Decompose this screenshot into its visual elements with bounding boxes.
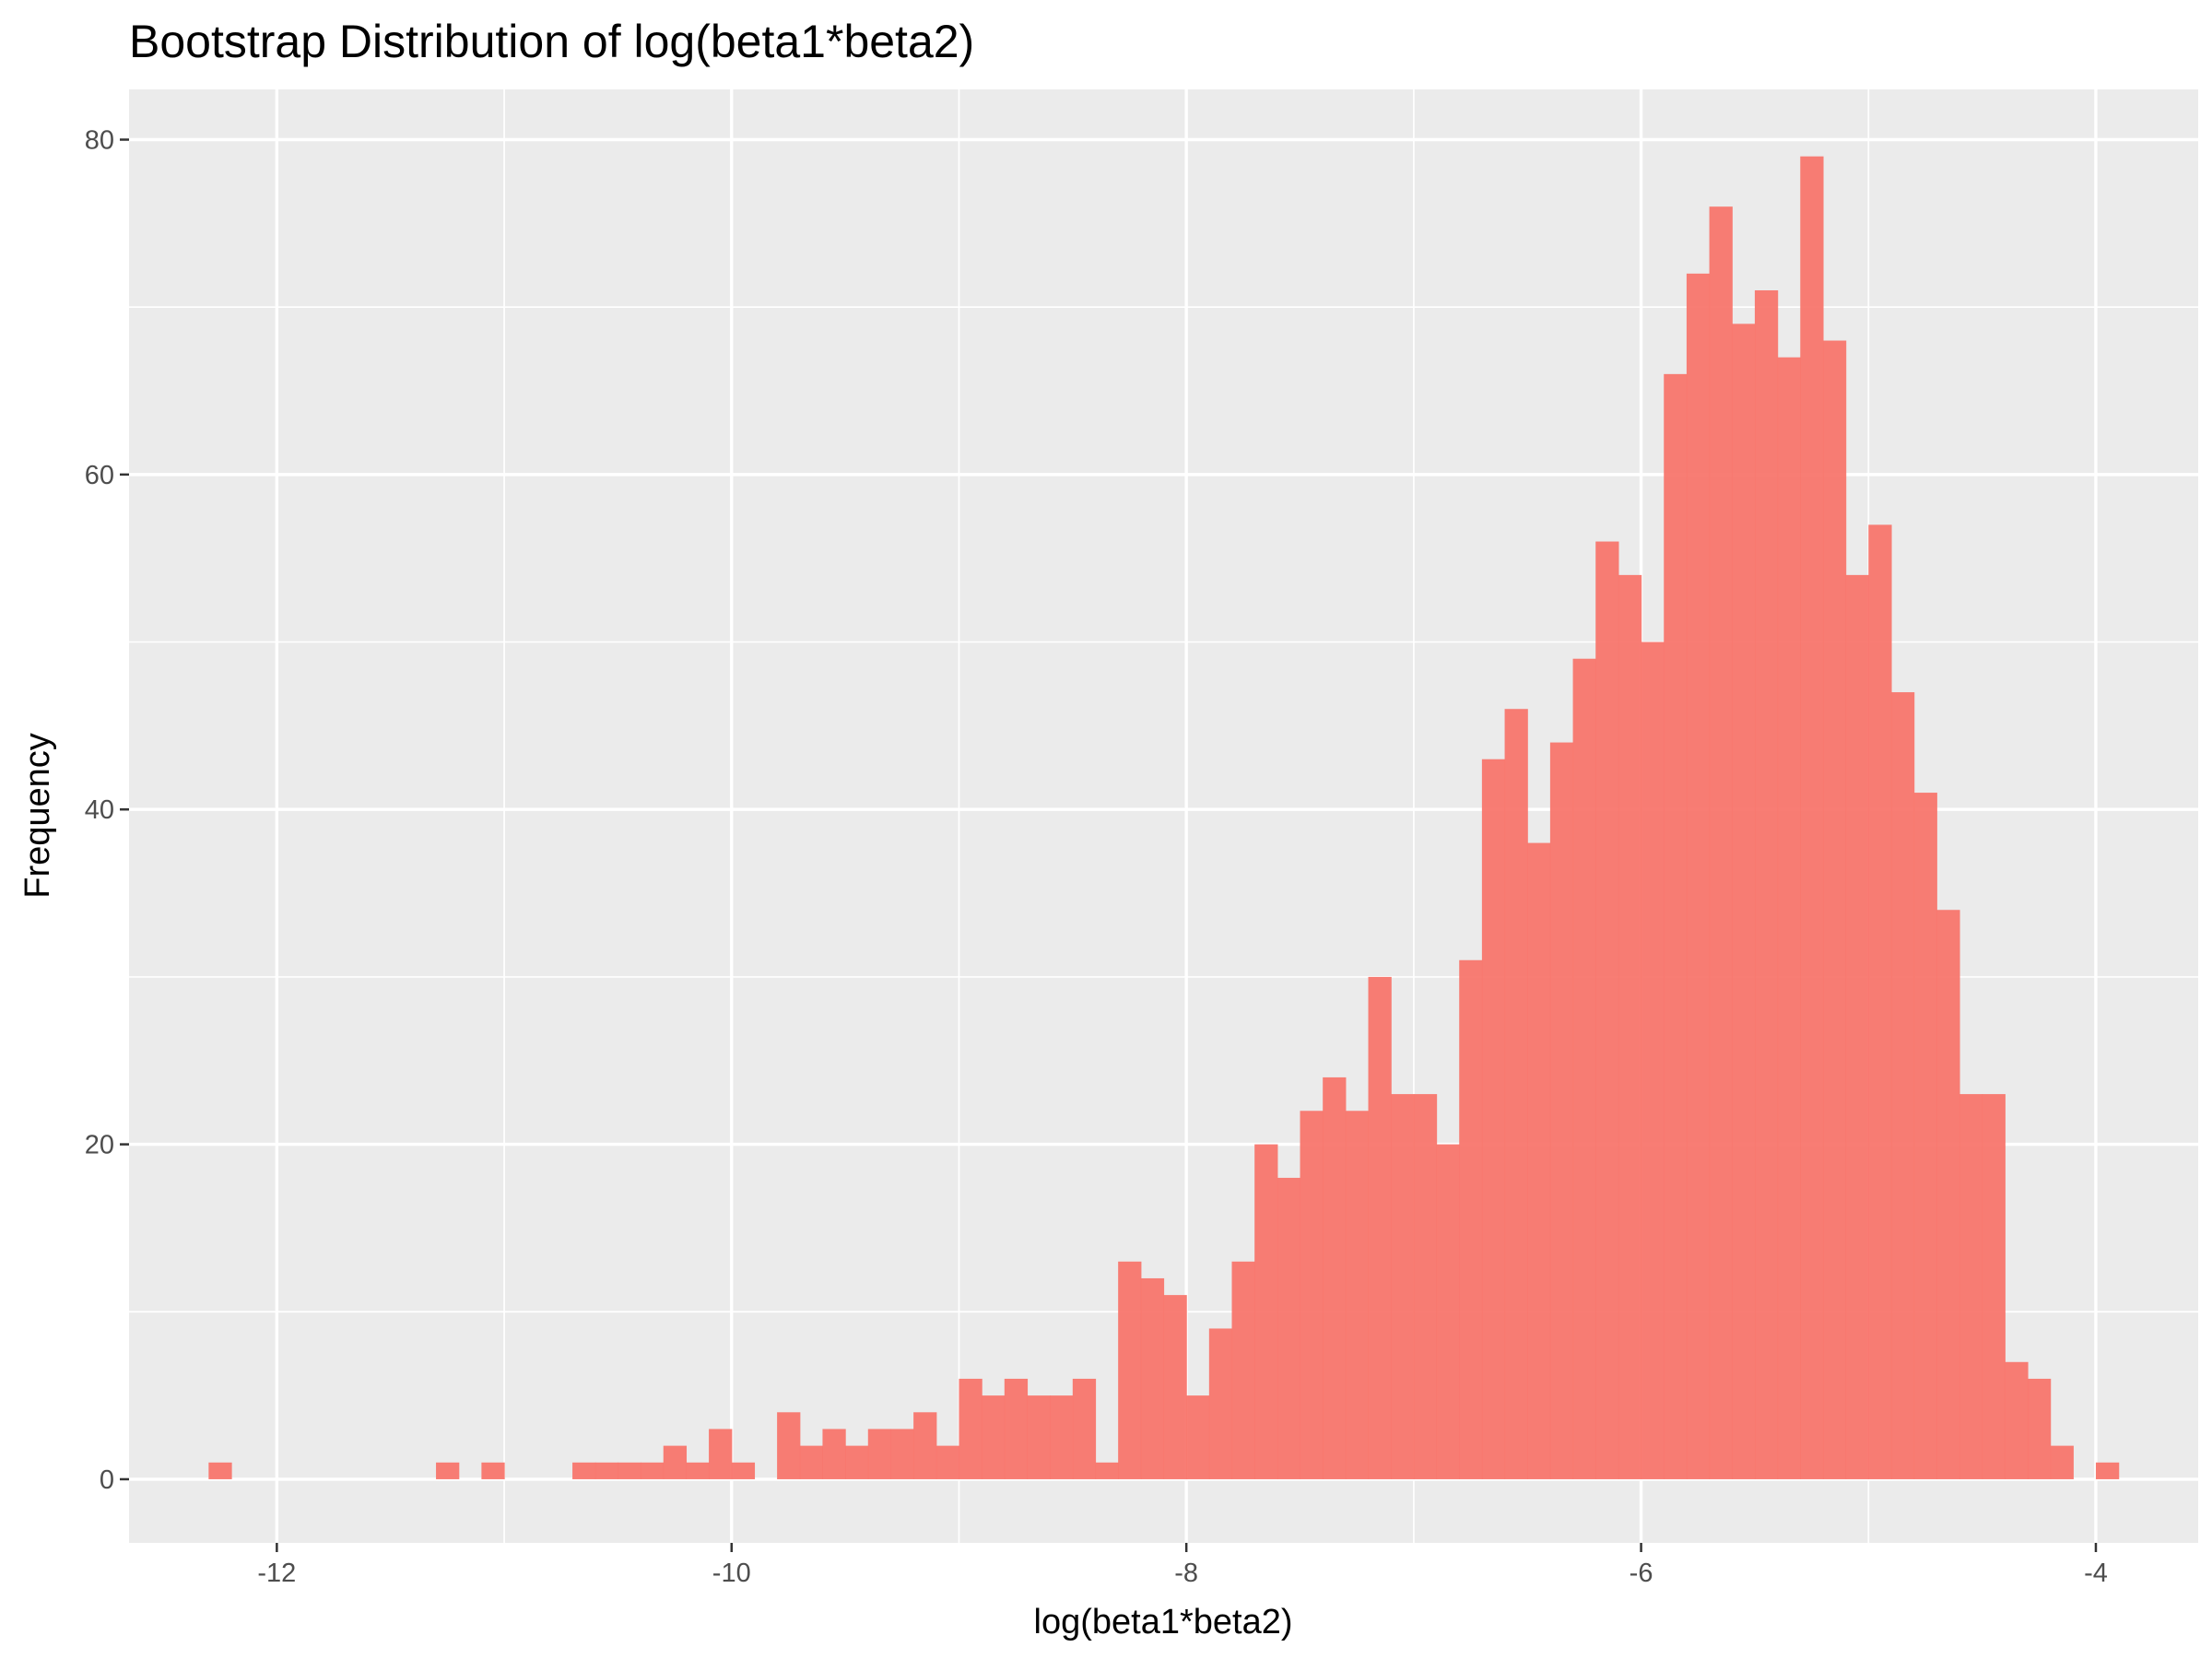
histogram-bar	[731, 1462, 756, 1479]
histogram-bar	[1345, 1111, 1370, 1479]
x-tick-label: -4	[2084, 1559, 2108, 1588]
histogram-bar	[481, 1462, 505, 1479]
histogram-bar	[2027, 1378, 2052, 1479]
y-tick-label: 40	[85, 795, 114, 825]
histogram-bar	[1800, 156, 1824, 1479]
y-tick-label: 0	[100, 1465, 114, 1495]
histogram-bar	[1936, 910, 1960, 1479]
histogram-bar	[845, 1445, 869, 1479]
histogram-bar	[1231, 1261, 1255, 1479]
histogram-bar	[1504, 709, 1528, 1479]
x-tick-label: -12	[257, 1559, 296, 1588]
histogram-bar	[777, 1412, 801, 1479]
histogram-bar	[641, 1462, 665, 1479]
histogram-bar	[1686, 273, 1711, 1479]
histogram-bar	[1481, 759, 1506, 1479]
histogram-bar	[1254, 1144, 1278, 1479]
histogram-bar	[686, 1462, 710, 1479]
histogram-bar	[1732, 324, 1756, 1479]
y-axis: 0 20 40 60 80	[85, 126, 129, 1495]
histogram-bar	[1163, 1295, 1187, 1479]
histogram-bar	[1050, 1395, 1074, 1479]
histogram-bar	[1300, 1111, 1324, 1479]
histogram-bar	[1982, 1094, 2006, 1479]
histogram-bar	[1572, 658, 1596, 1479]
histogram-bar	[1186, 1395, 1210, 1479]
histogram-bars	[208, 156, 2120, 1479]
histogram-bar	[1822, 340, 1847, 1479]
histogram-bar	[1959, 1094, 1983, 1479]
x-tick-label: -8	[1174, 1559, 1198, 1588]
histogram-bar	[618, 1462, 641, 1479]
x-axis: -12 -10 -8 -6 -4	[257, 1543, 2108, 1588]
histogram-bar	[890, 1429, 914, 1479]
histogram-bar	[1595, 541, 1619, 1479]
histogram-bar	[867, 1429, 892, 1479]
histogram-bar	[982, 1395, 1006, 1479]
y-axis-title: Frequency	[18, 733, 57, 899]
histogram-bar	[1413, 1094, 1438, 1479]
x-axis-title: log(beta1*beta2)	[1034, 1603, 1293, 1641]
histogram-bar	[436, 1462, 460, 1479]
histogram-bar	[1118, 1261, 1142, 1479]
histogram-bar	[1140, 1277, 1165, 1479]
histogram-bar	[1277, 1177, 1301, 1479]
histogram-bar	[822, 1429, 846, 1479]
histogram-bar	[1208, 1328, 1233, 1479]
histogram-bar	[1095, 1462, 1119, 1479]
histogram-bar	[1527, 842, 1551, 1479]
histogram-bar	[935, 1445, 960, 1479]
histogram-bar	[2005, 1361, 2029, 1479]
x-tick-label: -6	[1630, 1559, 1653, 1588]
x-tick-label: -10	[712, 1559, 751, 1588]
histogram-bar	[1618, 574, 1642, 1479]
histogram-bar	[1709, 206, 1733, 1479]
histogram-bar	[1072, 1378, 1097, 1479]
histogram-bar	[1868, 524, 1892, 1479]
histogram-bar	[572, 1462, 596, 1479]
histogram-bar	[1549, 742, 1574, 1479]
y-tick-label: 60	[85, 461, 114, 490]
histogram-bar	[1664, 373, 1688, 1479]
histogram-bar	[959, 1378, 982, 1479]
histogram-bar	[663, 1445, 688, 1479]
histogram-bar	[1913, 793, 1937, 1479]
histogram-bar	[799, 1445, 824, 1479]
histogram-bar	[1890, 692, 1915, 1479]
histogram-bar	[1391, 1094, 1415, 1479]
histogram-bar	[1777, 357, 1801, 1479]
histogram-bar	[1459, 959, 1483, 1479]
histogram-bar	[913, 1412, 937, 1479]
y-tick-label: 80	[85, 126, 114, 156]
y-tick-label: 20	[85, 1131, 114, 1160]
histogram-bar	[2095, 1462, 2120, 1479]
histogram-bar	[1027, 1395, 1051, 1479]
histogram-bar	[1754, 290, 1779, 1479]
histogram-bar	[709, 1429, 733, 1479]
histogram-bar	[1845, 574, 1869, 1479]
histogram-bar	[1436, 1144, 1460, 1479]
histogram-bar	[208, 1462, 232, 1479]
histogram-bar	[2050, 1445, 2074, 1479]
histogram-bar	[1641, 641, 1665, 1479]
histogram-bar	[1004, 1378, 1029, 1479]
histogram-bar	[1368, 976, 1392, 1479]
histogram-bar	[1323, 1077, 1347, 1479]
chart-title: Bootstrap Distribution of log(beta1*beta…	[129, 16, 974, 67]
histogram-bar	[594, 1462, 619, 1479]
